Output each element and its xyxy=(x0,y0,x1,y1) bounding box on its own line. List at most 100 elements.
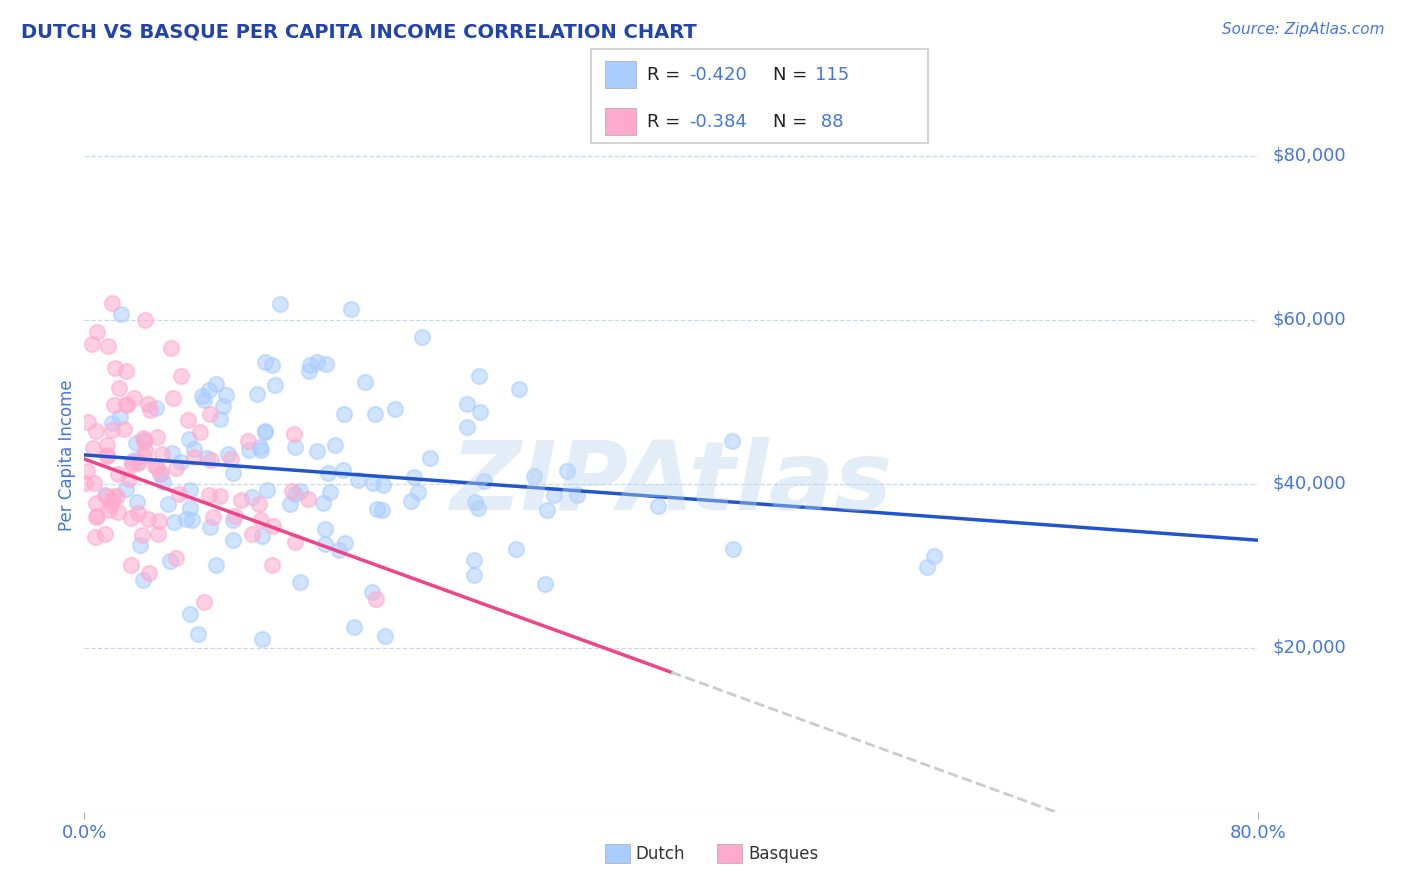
Point xyxy=(188,425,211,440)
Point xyxy=(307,443,329,458)
Point xyxy=(145,459,167,474)
Point xyxy=(340,301,363,316)
Point xyxy=(170,369,193,384)
Point xyxy=(127,455,149,469)
Point xyxy=(333,408,356,422)
Point xyxy=(221,451,243,466)
Point xyxy=(311,496,333,510)
Point xyxy=(82,441,104,455)
Point xyxy=(149,467,172,481)
Point xyxy=(121,457,143,471)
Point xyxy=(231,492,253,507)
Point xyxy=(284,440,307,454)
Point xyxy=(101,416,124,430)
Point xyxy=(238,442,260,457)
Point xyxy=(138,566,160,580)
Point xyxy=(505,542,527,557)
Point xyxy=(463,567,485,582)
Text: -0.420: -0.420 xyxy=(689,66,747,84)
Point xyxy=(191,389,214,403)
Point xyxy=(536,502,558,516)
Point xyxy=(170,455,193,469)
Point xyxy=(115,482,138,496)
Point xyxy=(647,499,669,513)
Point xyxy=(176,413,198,427)
Point xyxy=(250,442,273,457)
Point xyxy=(152,475,174,490)
Point xyxy=(101,494,124,508)
Point xyxy=(249,440,271,454)
Point xyxy=(374,629,396,643)
Point xyxy=(165,550,187,565)
Text: 88: 88 xyxy=(815,112,844,130)
Point xyxy=(253,424,276,438)
Point xyxy=(162,446,184,460)
Point xyxy=(104,361,127,376)
Point xyxy=(112,422,135,436)
Point xyxy=(149,467,172,481)
Point xyxy=(402,470,425,484)
Point xyxy=(371,502,394,516)
Point xyxy=(100,498,122,512)
Point xyxy=(127,456,149,470)
Point xyxy=(77,415,100,429)
Point xyxy=(314,536,336,550)
Point xyxy=(183,442,205,456)
Point xyxy=(224,508,246,523)
Point xyxy=(83,475,105,490)
Point xyxy=(107,467,129,481)
Text: $80,000: $80,000 xyxy=(1272,146,1346,164)
Point xyxy=(96,438,118,452)
Point xyxy=(134,313,156,327)
Point xyxy=(107,505,129,519)
Point xyxy=(84,509,107,524)
Text: 115: 115 xyxy=(815,66,849,84)
Point xyxy=(246,387,269,401)
Point xyxy=(315,357,337,371)
Point xyxy=(299,358,322,372)
Point xyxy=(183,450,205,464)
Point xyxy=(139,403,162,417)
Point xyxy=(250,513,273,527)
Point xyxy=(84,424,107,438)
Point xyxy=(347,473,370,487)
Point xyxy=(193,393,215,408)
Point xyxy=(110,307,132,321)
Point xyxy=(467,369,489,384)
Point xyxy=(120,558,142,573)
Point xyxy=(209,489,232,503)
Point xyxy=(122,391,145,405)
Point xyxy=(221,466,243,480)
Point xyxy=(260,358,283,372)
Point xyxy=(163,516,186,530)
Point xyxy=(557,464,579,478)
Point xyxy=(197,487,219,501)
Point xyxy=(200,453,222,467)
Point xyxy=(96,448,118,462)
Point xyxy=(134,443,156,458)
Point xyxy=(179,501,201,516)
Point xyxy=(179,607,201,621)
Point xyxy=(187,627,209,641)
Point xyxy=(84,496,107,510)
Point xyxy=(463,553,485,567)
Text: Source: ZipAtlas.com: Source: ZipAtlas.com xyxy=(1222,22,1385,37)
Point xyxy=(120,511,142,525)
Point xyxy=(364,407,387,421)
Text: ZIPAtlas: ZIPAtlas xyxy=(450,437,893,530)
Point xyxy=(332,463,354,477)
Point xyxy=(73,475,96,490)
Point xyxy=(472,474,495,488)
Point xyxy=(915,560,938,574)
Point xyxy=(240,491,263,505)
Point xyxy=(240,526,263,541)
Point xyxy=(250,632,273,646)
Point xyxy=(250,528,273,542)
Point xyxy=(110,410,132,425)
Point xyxy=(134,449,156,463)
Point xyxy=(156,497,179,511)
Point xyxy=(290,483,312,498)
Text: Dutch: Dutch xyxy=(636,845,685,863)
Point xyxy=(281,484,304,499)
Text: Basques: Basques xyxy=(748,845,818,863)
